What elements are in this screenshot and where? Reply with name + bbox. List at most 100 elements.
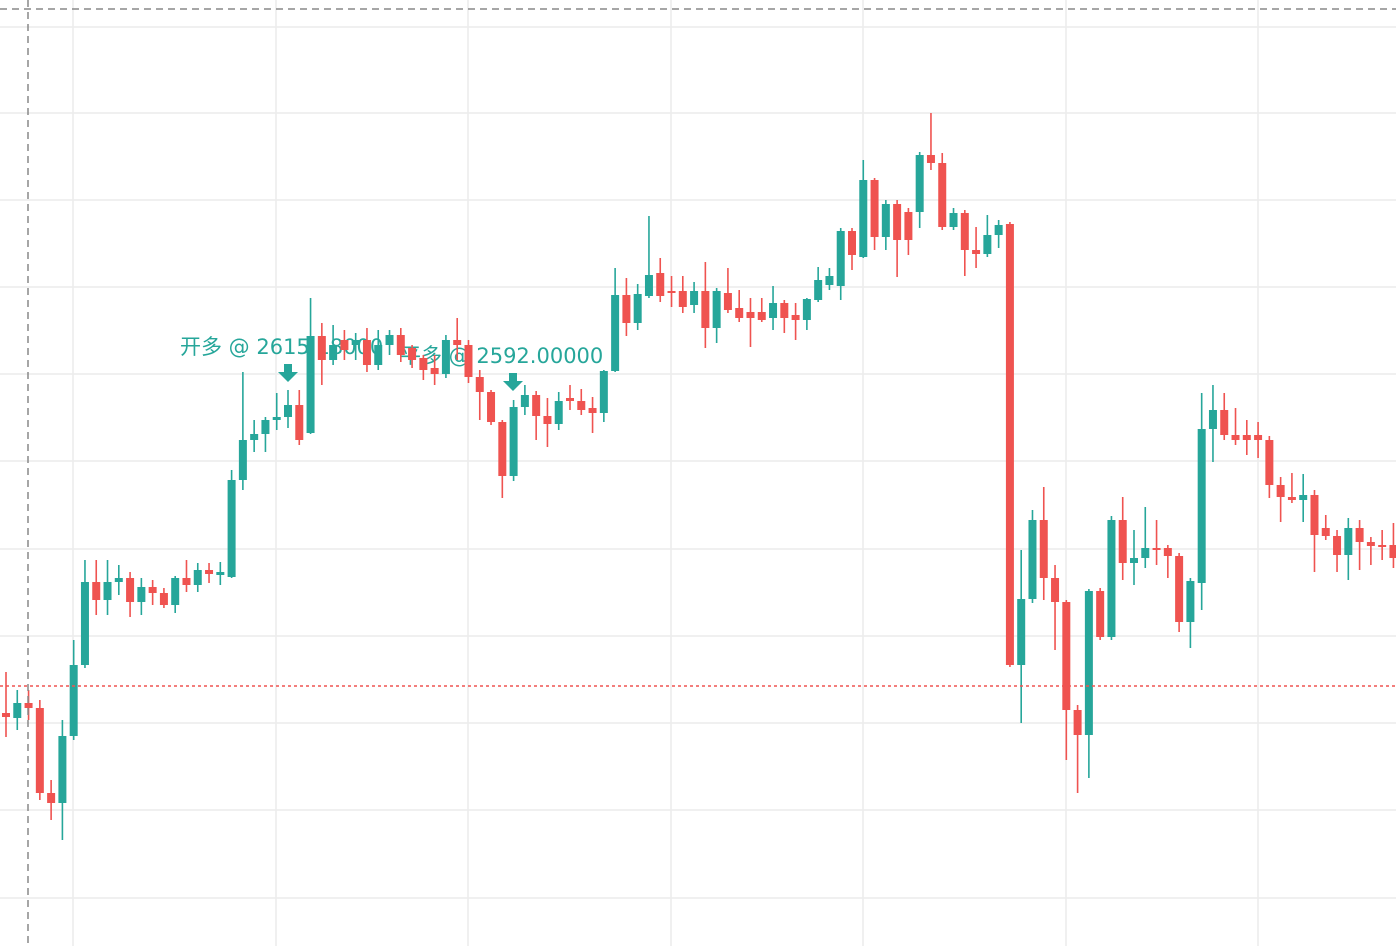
candle-body <box>148 587 157 593</box>
candle-body <box>1118 520 1127 563</box>
candle-body <box>24 703 33 708</box>
candle-body <box>103 582 112 600</box>
candle-body <box>622 295 631 323</box>
candle-body <box>1175 556 1184 622</box>
annotation-text: 开多 @ 2615.18000 <box>180 335 383 359</box>
candle-body <box>441 340 450 374</box>
candle-body <box>1039 520 1048 578</box>
candle-body <box>1062 602 1071 710</box>
candle-body <box>47 793 56 803</box>
candle-body <box>58 736 67 803</box>
candle-body <box>509 407 518 476</box>
candle-body <box>814 280 823 300</box>
candle-body <box>949 213 958 227</box>
candle-body <box>735 308 744 318</box>
candle-body <box>938 163 947 227</box>
candle-body <box>1333 536 1342 555</box>
candle-body <box>1152 548 1161 550</box>
candle-body <box>588 408 597 413</box>
candle-body <box>1310 495 1319 535</box>
annotation-text: 平多 @ 2592.00000 <box>400 344 603 368</box>
candle-body <box>1208 410 1217 429</box>
candle-body <box>746 312 755 318</box>
candle-body <box>126 578 135 602</box>
candle-body <box>520 395 529 407</box>
candle-body <box>1231 435 1240 440</box>
candle-body <box>554 401 563 424</box>
candle-body <box>1378 545 1387 547</box>
candle-body <box>791 315 800 320</box>
candle-body <box>848 231 856 255</box>
candle-body <box>1197 429 1206 583</box>
candle-body <box>599 371 608 413</box>
candle-body <box>1321 528 1330 536</box>
candle-body <box>171 578 180 605</box>
candle-body <box>284 405 292 417</box>
candle-body <box>1254 435 1263 440</box>
candle-body <box>1389 545 1396 558</box>
candle-body <box>374 345 383 365</box>
candle-body <box>644 275 653 296</box>
candle-body <box>351 340 360 345</box>
candle-body <box>1005 224 1014 665</box>
candle-body <box>1084 591 1093 735</box>
candle-body <box>769 303 778 318</box>
candle-body <box>396 335 405 355</box>
candle-body <box>915 155 924 212</box>
candle-body <box>1355 528 1364 542</box>
candle-body <box>723 293 732 310</box>
candle-body <box>205 570 214 574</box>
candle-body <box>926 155 935 163</box>
candle-body <box>825 276 834 285</box>
candle-body <box>870 180 879 237</box>
candle-body <box>1017 599 1026 665</box>
candle-body <box>498 422 507 476</box>
candle-body <box>1299 495 1308 500</box>
candle-body <box>802 299 811 320</box>
candle-body <box>566 398 574 401</box>
candle-body <box>1186 581 1195 622</box>
candle-body <box>656 273 665 296</box>
vertical-grid <box>72 0 1259 946</box>
candle-body <box>306 336 315 433</box>
candle-body <box>453 340 462 345</box>
candle-body <box>340 340 349 350</box>
candle-body <box>543 416 552 424</box>
candle-body <box>1107 520 1116 637</box>
horizontal-grid <box>0 26 1396 899</box>
candle-body <box>633 294 642 323</box>
candle-body <box>92 582 101 600</box>
candle-body <box>960 213 969 250</box>
candles <box>2 113 1396 840</box>
signal-arrows <box>278 364 523 391</box>
candle-body <box>69 665 78 736</box>
candle-body <box>1073 710 1082 735</box>
candle-body <box>159 593 168 605</box>
candle-body <box>272 417 281 420</box>
candle-body <box>1096 591 1105 637</box>
candle-body <box>1141 548 1150 558</box>
candle-body <box>430 368 439 374</box>
candle-body <box>238 440 247 480</box>
arrow-marker <box>278 364 298 382</box>
candle-body <box>1130 558 1138 563</box>
candle-body <box>464 345 473 377</box>
candle-body <box>227 480 236 577</box>
candle-body <box>487 392 496 422</box>
candle-body <box>137 587 146 602</box>
candle-body <box>114 578 123 582</box>
candle-body <box>667 291 676 293</box>
candle-body <box>780 303 789 318</box>
candle-body <box>317 336 326 360</box>
candle-body <box>881 204 890 237</box>
candle-body <box>972 250 981 254</box>
candle-body <box>1366 542 1375 546</box>
candle-body <box>757 312 766 320</box>
candle-body <box>80 582 89 665</box>
candle-body <box>701 291 710 328</box>
candle-body <box>216 572 225 575</box>
candle-body <box>2 713 10 717</box>
candle-body <box>13 703 22 718</box>
candle-body <box>419 358 428 370</box>
